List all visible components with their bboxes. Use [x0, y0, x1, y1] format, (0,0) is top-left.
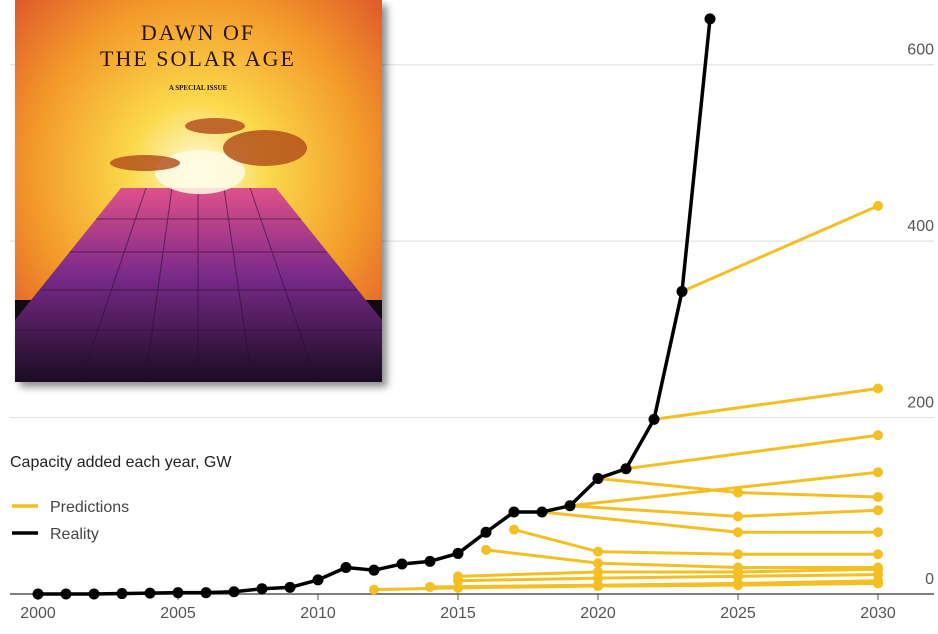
- data-point: [284, 581, 296, 593]
- data-point: [481, 544, 491, 555]
- x-tick-label: 2015: [440, 605, 476, 622]
- data-point: [704, 13, 716, 25]
- panel-grid: [15, 187, 382, 383]
- series-line: [681, 204, 879, 293]
- legend-label: Predictions: [50, 499, 129, 516]
- x-tick-label: 2010: [300, 605, 336, 622]
- data-point: [256, 583, 268, 595]
- data-point: [60, 588, 72, 600]
- data-point: [873, 527, 883, 538]
- y-tick-label: 600: [907, 42, 934, 59]
- data-point: [733, 571, 743, 582]
- series-line: [513, 528, 878, 556]
- data-point: [733, 580, 743, 591]
- data-point: [144, 587, 156, 599]
- plot-area: 0 200 400 600 2000 2005 2010 2015 2020 2025 2030: [10, 13, 934, 622]
- cover-title: DAWN OF: [141, 20, 255, 45]
- data-point: [593, 546, 603, 557]
- cover-image: DAWN OF THE SOLAR AGE A SPECIAL ISSUE: [15, 0, 382, 383]
- series-line: [485, 548, 878, 570]
- cover-title: THE SOLAR AGE: [100, 46, 296, 71]
- data-point: [593, 558, 603, 569]
- data-point: [340, 562, 352, 574]
- series-line: [625, 433, 879, 471]
- data-point: [116, 588, 128, 600]
- cover-subtitle: A SPECIAL ISSUE: [169, 84, 228, 92]
- data-point: [620, 463, 632, 475]
- legend: Predictions Reality: [12, 499, 129, 543]
- data-point: [873, 467, 883, 478]
- data-point: [452, 547, 464, 559]
- series-line: [457, 567, 879, 578]
- y-tick-label: 0: [925, 571, 934, 588]
- x-tick-label: 2020: [580, 605, 616, 622]
- x-tick-label: 2030: [860, 605, 896, 622]
- data-point: [873, 549, 883, 560]
- data-point: [536, 506, 548, 518]
- data-point: [873, 430, 883, 441]
- data-point: [228, 586, 240, 598]
- data-point: [396, 558, 408, 570]
- data-point: [172, 587, 184, 599]
- data-point: [676, 285, 688, 297]
- data-point: [733, 511, 743, 522]
- data-point: [593, 573, 603, 584]
- x-tick-label: 2025: [720, 605, 756, 622]
- legend-label: Reality: [50, 526, 99, 543]
- data-point: [200, 587, 212, 599]
- data-point: [873, 491, 883, 502]
- data-point: [733, 527, 743, 538]
- y-axis-label: Capacity added each year, GW: [10, 454, 232, 471]
- data-point: [873, 200, 883, 211]
- data-point: [733, 549, 743, 560]
- data-point: [453, 575, 463, 586]
- data-point: [873, 578, 883, 589]
- data-point: [480, 526, 492, 538]
- y-tick-label: 200: [907, 395, 934, 412]
- data-point: [593, 581, 603, 592]
- series-line: [457, 573, 879, 583]
- data-point: [873, 505, 883, 516]
- data-point: [873, 383, 883, 394]
- data-point: [564, 500, 576, 512]
- data-point: [453, 582, 463, 593]
- y-tick-label: 400: [907, 218, 934, 235]
- data-point: [32, 588, 44, 600]
- series-line: [569, 470, 879, 508]
- clouds: [110, 118, 307, 171]
- data-point: [508, 506, 520, 518]
- x-tick-label: 2005: [160, 605, 196, 622]
- data-point: [509, 524, 519, 535]
- data-point: [369, 584, 379, 595]
- data-point: [648, 413, 660, 425]
- data-point: [88, 588, 100, 600]
- data-point: [368, 564, 380, 576]
- data-point: [733, 487, 743, 498]
- series-line: [653, 386, 879, 421]
- data-point: [424, 555, 436, 567]
- data-point: [592, 472, 604, 484]
- x-tick-label: 2000: [20, 605, 56, 622]
- data-point: [312, 574, 324, 586]
- series-line: [569, 504, 879, 518]
